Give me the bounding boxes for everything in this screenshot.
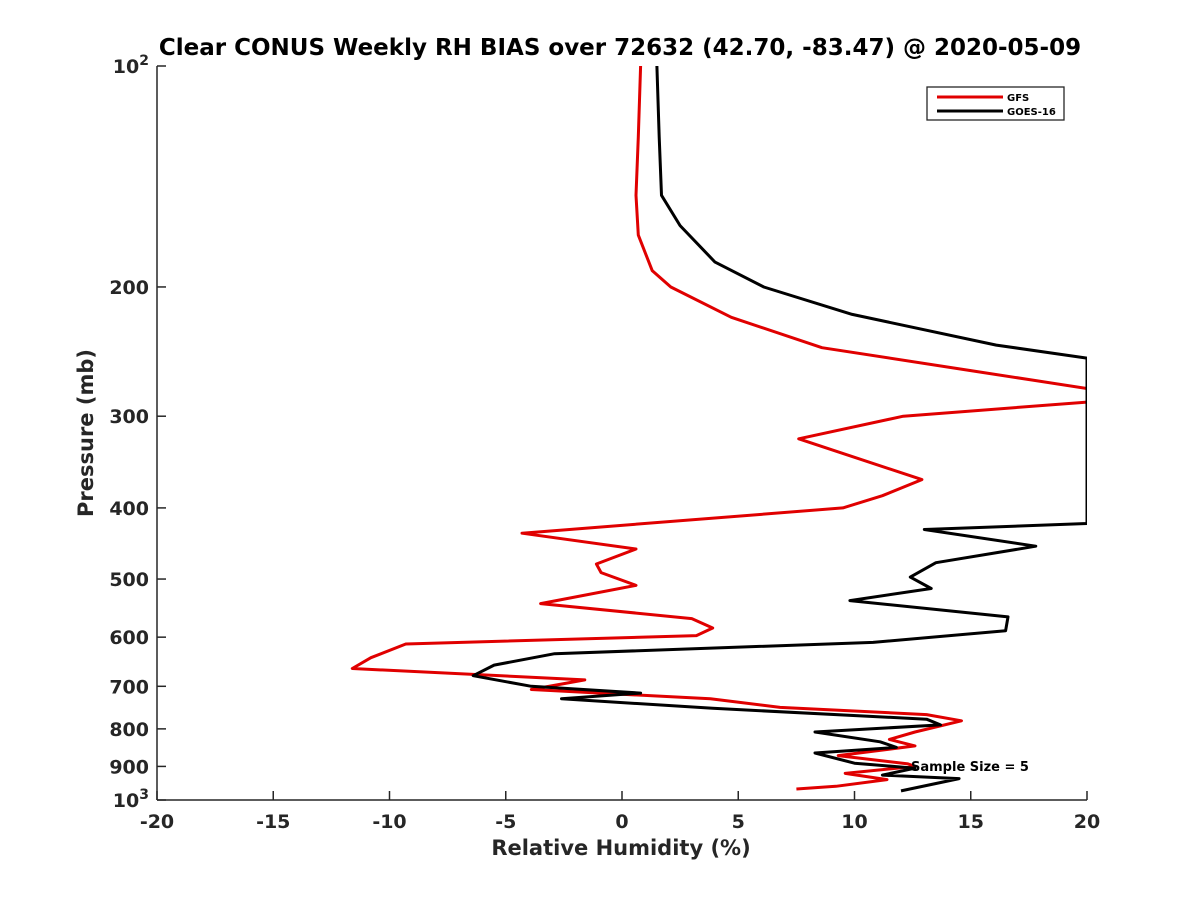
y-tick-label: 400 [109, 498, 149, 520]
x-tick-label: 0 [615, 811, 628, 833]
y-tick-label: 300 [109, 406, 149, 428]
y-tick-label: 103 [113, 787, 149, 812]
legend-box [926, 86, 1065, 121]
x-axis-label: Relative Humidity (%) [491, 836, 750, 860]
x-tick-label: 10 [841, 811, 867, 833]
x-tick-label: -15 [256, 811, 290, 833]
sample-size-annotation: Sample Size = 5 [911, 760, 1029, 775]
y-tick-label: 500 [109, 569, 149, 591]
y-axis-label: Pressure (mb) [74, 349, 98, 517]
x-tick-label: 5 [732, 811, 745, 833]
y-tick-label: 700 [109, 676, 149, 698]
legend-label-goes16: GOES-16 [1007, 107, 1056, 118]
x-tick-label: -10 [372, 811, 406, 833]
x-tick-label: -20 [140, 811, 174, 833]
plot-area [156, 66, 1087, 801]
y-tick-label: 102 [113, 53, 149, 78]
y-tick-label: 800 [109, 719, 149, 741]
x-tick-label: -5 [495, 811, 516, 833]
x-tick-label: 20 [1074, 811, 1100, 833]
y-tick-label: 600 [109, 627, 149, 649]
x-tick-label: 15 [958, 811, 984, 833]
y-ticks: 102 200 300 400 500 600 700 800 900 103 [109, 53, 166, 812]
legend: GFS GOES-16 [926, 86, 1065, 121]
x-ticks: -20 -15 -10 -5 0 5 10 15 20 [140, 791, 1100, 833]
series-line-goes16 [471, 66, 1087, 793]
legend-label-gfs: GFS [1007, 93, 1029, 104]
series-layer [350, 66, 1087, 793]
y-tick-label: 200 [109, 277, 149, 299]
series-line-gfs [350, 66, 1087, 791]
y-tick-label: 900 [109, 756, 149, 778]
chart-title: Clear CONUS Weekly RH BIAS over 72632 (4… [159, 35, 1081, 61]
